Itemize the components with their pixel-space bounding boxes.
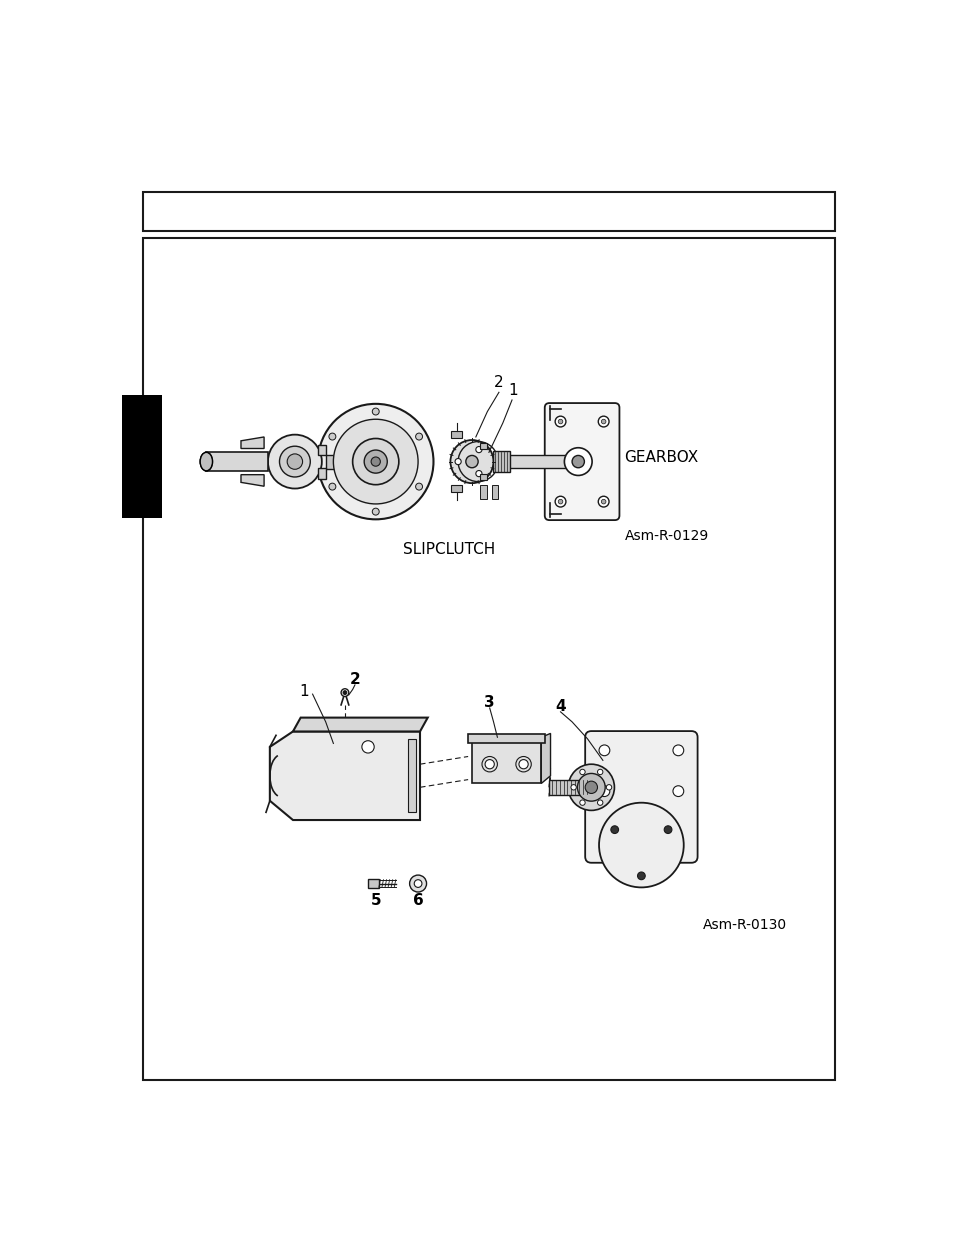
Circle shape [450,440,493,483]
Circle shape [455,458,460,464]
Polygon shape [241,474,264,487]
Text: SLIPCLUTCH: SLIPCLUTCH [402,542,495,557]
Circle shape [333,419,417,504]
Circle shape [577,773,604,802]
Circle shape [364,450,387,473]
Bar [143,238,834,1079]
Circle shape [555,416,565,427]
Circle shape [476,447,481,453]
Bar [451,431,461,438]
Bar [325,454,360,468]
Circle shape [372,508,378,515]
Polygon shape [270,731,419,820]
Circle shape [409,876,426,892]
Polygon shape [241,437,264,448]
Circle shape [663,826,671,834]
Bar [465,456,572,468]
Polygon shape [408,740,416,813]
Polygon shape [317,468,325,478]
Circle shape [279,446,310,477]
Circle shape [416,433,422,440]
Circle shape [568,764,614,810]
Text: 1: 1 [507,383,517,398]
Circle shape [598,803,683,888]
Circle shape [598,416,608,427]
Text: 5: 5 [370,893,380,908]
Circle shape [329,433,335,440]
Circle shape [353,438,398,484]
Circle shape [372,408,378,415]
Bar [493,451,509,472]
Circle shape [371,457,380,466]
Text: GEARBOX: GEARBOX [624,451,698,466]
Circle shape [606,784,611,790]
Circle shape [287,454,302,469]
Circle shape [484,760,494,769]
Text: 2: 2 [349,672,360,687]
Text: 4: 4 [555,699,565,714]
Circle shape [637,872,644,879]
Bar [121,395,161,517]
Circle shape [558,499,562,504]
Circle shape [598,785,609,797]
Bar [479,474,487,480]
Text: Asm-R-0130: Asm-R-0130 [702,918,786,932]
Circle shape [564,448,592,475]
Bar [368,879,378,888]
Circle shape [476,471,481,477]
FancyBboxPatch shape [584,731,697,863]
Bar [143,193,834,231]
Polygon shape [293,718,427,731]
Circle shape [672,745,683,756]
Circle shape [597,800,602,805]
Bar [480,484,486,499]
Bar [206,452,268,471]
Polygon shape [317,445,325,456]
Circle shape [343,690,347,694]
Bar [451,484,461,493]
Circle shape [341,689,349,697]
Circle shape [672,785,683,797]
Circle shape [579,769,584,774]
Bar [548,779,591,795]
Circle shape [317,404,433,520]
Circle shape [465,456,477,468]
Circle shape [610,826,618,834]
Bar [479,443,487,450]
Circle shape [597,769,602,774]
Circle shape [570,784,576,790]
Bar [492,484,497,499]
Circle shape [579,800,584,805]
Circle shape [598,496,608,508]
Circle shape [416,483,422,490]
Circle shape [555,496,565,508]
Text: Asm-R-0129: Asm-R-0129 [624,530,708,543]
Bar [468,734,544,743]
Text: 2: 2 [494,375,503,390]
Circle shape [518,760,528,769]
Circle shape [268,435,321,489]
Polygon shape [540,734,550,783]
Circle shape [558,419,562,424]
Circle shape [572,456,584,468]
Circle shape [598,745,609,756]
Circle shape [329,483,335,490]
Text: 3: 3 [484,695,495,710]
Bar [472,737,540,783]
Circle shape [600,499,605,504]
Circle shape [361,741,374,753]
FancyBboxPatch shape [544,403,618,520]
Text: 1: 1 [299,683,309,699]
Circle shape [584,782,597,793]
Circle shape [600,419,605,424]
Text: 6: 6 [413,893,423,908]
Ellipse shape [200,452,213,471]
Circle shape [414,879,421,888]
